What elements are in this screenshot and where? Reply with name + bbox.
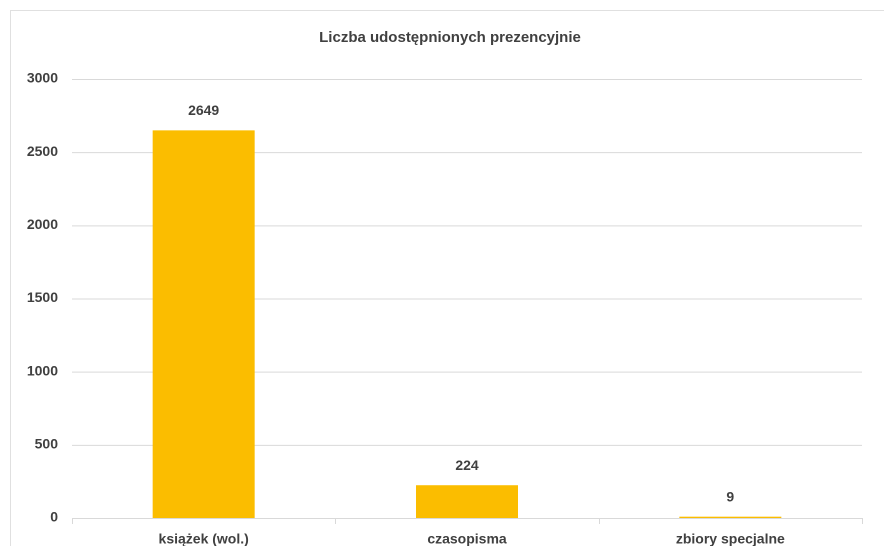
- bar: [416, 485, 518, 518]
- data-label: 224: [455, 457, 479, 473]
- y-tick-label: 3000: [27, 70, 58, 86]
- x-tick-label: czasopisma: [427, 531, 507, 546]
- data-label: 9: [726, 488, 734, 504]
- y-tick-label: 1000: [27, 362, 58, 378]
- y-tick-label: 2500: [27, 143, 58, 159]
- data-label: 2649: [188, 102, 219, 118]
- bar: [679, 516, 782, 518]
- y-tick-label: 0: [50, 509, 58, 525]
- x-tick-label: książek (wol.): [159, 531, 249, 546]
- chart-frame: [10, 10, 884, 546]
- chart-title: Liczba udostępnionych prezencyjnie: [319, 29, 581, 46]
- y-tick-label: 2000: [27, 216, 58, 232]
- x-tick-label: zbiory specjalne: [676, 531, 785, 546]
- y-tick-label: 500: [35, 436, 59, 452]
- y-tick-label: 1500: [27, 289, 58, 305]
- bar: [152, 130, 255, 518]
